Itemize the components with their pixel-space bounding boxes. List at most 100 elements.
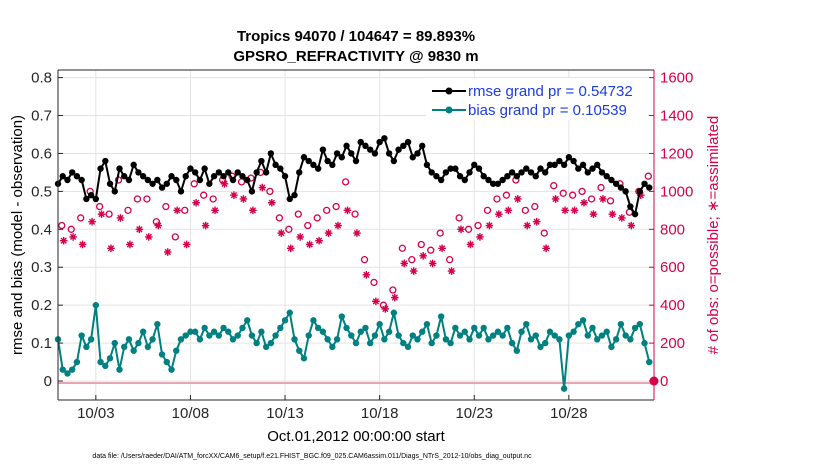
rmse-point: [598, 169, 606, 176]
series-layer: [54, 135, 653, 392]
rmse-point: [248, 188, 256, 195]
rmse-point: [111, 188, 118, 195]
y2-tick-label: 400: [660, 297, 685, 314]
bias-point: [239, 324, 246, 332]
obs-assimilated-point: [580, 198, 588, 207]
rmse-point: [210, 173, 218, 180]
bias-point: [144, 343, 152, 351]
ticks-layer: 10/03 10/08 10/13 10/18 10/23 10/28 0 0.1 0.2 0.3…: [31, 70, 693, 422]
y2-tick-label: 200: [660, 335, 685, 352]
bias-point: [603, 328, 610, 335]
bias-point: [305, 332, 312, 339]
rmse-point: [485, 176, 492, 184]
bias-point: [149, 336, 156, 343]
obs-assimilated-point: [230, 191, 238, 199]
bias-point: [366, 339, 374, 347]
obs-possible-point: [398, 244, 407, 252]
obs-assimilated-point: [277, 229, 286, 237]
obs-assimilated-point: [381, 305, 390, 313]
obs-possible-point: [370, 278, 378, 287]
obs-assimilated-point: [249, 206, 257, 215]
bias-point: [489, 332, 497, 339]
obs-assimilated-point: [570, 206, 579, 215]
bias-point: [475, 332, 483, 339]
bias-point: [121, 343, 128, 351]
bias-point: [371, 332, 379, 339]
rmse-point: [253, 169, 260, 176]
bias-point: [201, 324, 208, 332]
bias-point: [130, 347, 137, 354]
bias-point: [163, 358, 170, 366]
bias-point: [352, 339, 360, 347]
bias-point: [622, 332, 629, 339]
bias-point: [627, 336, 634, 343]
bias-point: [461, 328, 468, 335]
obs-assimilated-point: [353, 229, 361, 237]
obs-assimilated-point: [173, 206, 181, 215]
rmse-point: [603, 173, 610, 180]
obs-possible-point: [360, 256, 369, 264]
bias-point: [272, 332, 279, 339]
rmse-point: [281, 173, 289, 180]
bias-point: [409, 332, 416, 339]
bias-point: [314, 324, 322, 332]
obs-assimilated-point: [163, 248, 172, 256]
rmse-point: [163, 180, 170, 187]
rmse-point: [527, 169, 535, 176]
y-tick-label: 0.5: [31, 183, 52, 200]
bias-point: [83, 343, 90, 351]
obs-possible-point: [408, 256, 416, 264]
rmse-point: [404, 138, 412, 146]
rmse-point: [414, 150, 421, 157]
obs-possible-point: [474, 221, 482, 230]
bias-point: [437, 313, 445, 320]
bias-point: [343, 324, 350, 332]
bias-point: [362, 324, 369, 332]
rmse-point: [409, 154, 416, 161]
legend: rmse grand pr = 0.54732 bias grand pr = …: [426, 78, 648, 120]
obs-possible-point: [209, 195, 217, 203]
rmse-point: [244, 176, 251, 184]
rmse-point: [423, 161, 431, 169]
obs-possible-point: [133, 195, 142, 203]
rmse-point: [296, 169, 303, 176]
bias-point: [116, 366, 123, 373]
rmse-point: [154, 176, 161, 184]
obs-assimilated-point: [428, 259, 437, 268]
bias-point: [617, 320, 625, 328]
obs-possible-point: [162, 202, 170, 211]
rmse-point: [584, 169, 591, 176]
bias-point: [385, 328, 393, 335]
bias-point: [594, 336, 601, 343]
obs-possible-point: [341, 178, 350, 186]
rmse-point: [551, 161, 558, 169]
rmse-point: [442, 169, 450, 176]
rmse-point: [59, 173, 66, 180]
bias-point: [381, 336, 388, 343]
x-tick-label: 10/23: [455, 405, 493, 422]
rmse-point: [532, 173, 539, 180]
bias-point: [281, 317, 289, 324]
bias-point: [210, 328, 218, 335]
obs-assimilated-point: [551, 195, 560, 203]
rmse-point: [475, 165, 483, 172]
rmse-point: [641, 180, 648, 187]
obs-assimilated-point: [438, 244, 446, 253]
obs-possible-point: [266, 187, 274, 196]
rmse-point: [631, 210, 639, 218]
bias-point: [258, 328, 265, 335]
y2-tick-label: 1600: [660, 70, 693, 87]
rmse-point: [324, 157, 331, 165]
bias-point: [579, 317, 587, 324]
bias-point: [187, 328, 194, 335]
bias-point: [537, 343, 544, 351]
obs-assimilated-point: [116, 214, 125, 222]
obs-possible-point: [332, 202, 340, 211]
rmse-point: [73, 173, 81, 180]
obs-possible-point: [521, 206, 529, 214]
rmse-point: [456, 173, 464, 180]
bias-point: [135, 339, 142, 347]
rmse-point: [149, 180, 156, 187]
bias-point: [244, 317, 251, 324]
obs-possible-point: [483, 206, 492, 214]
